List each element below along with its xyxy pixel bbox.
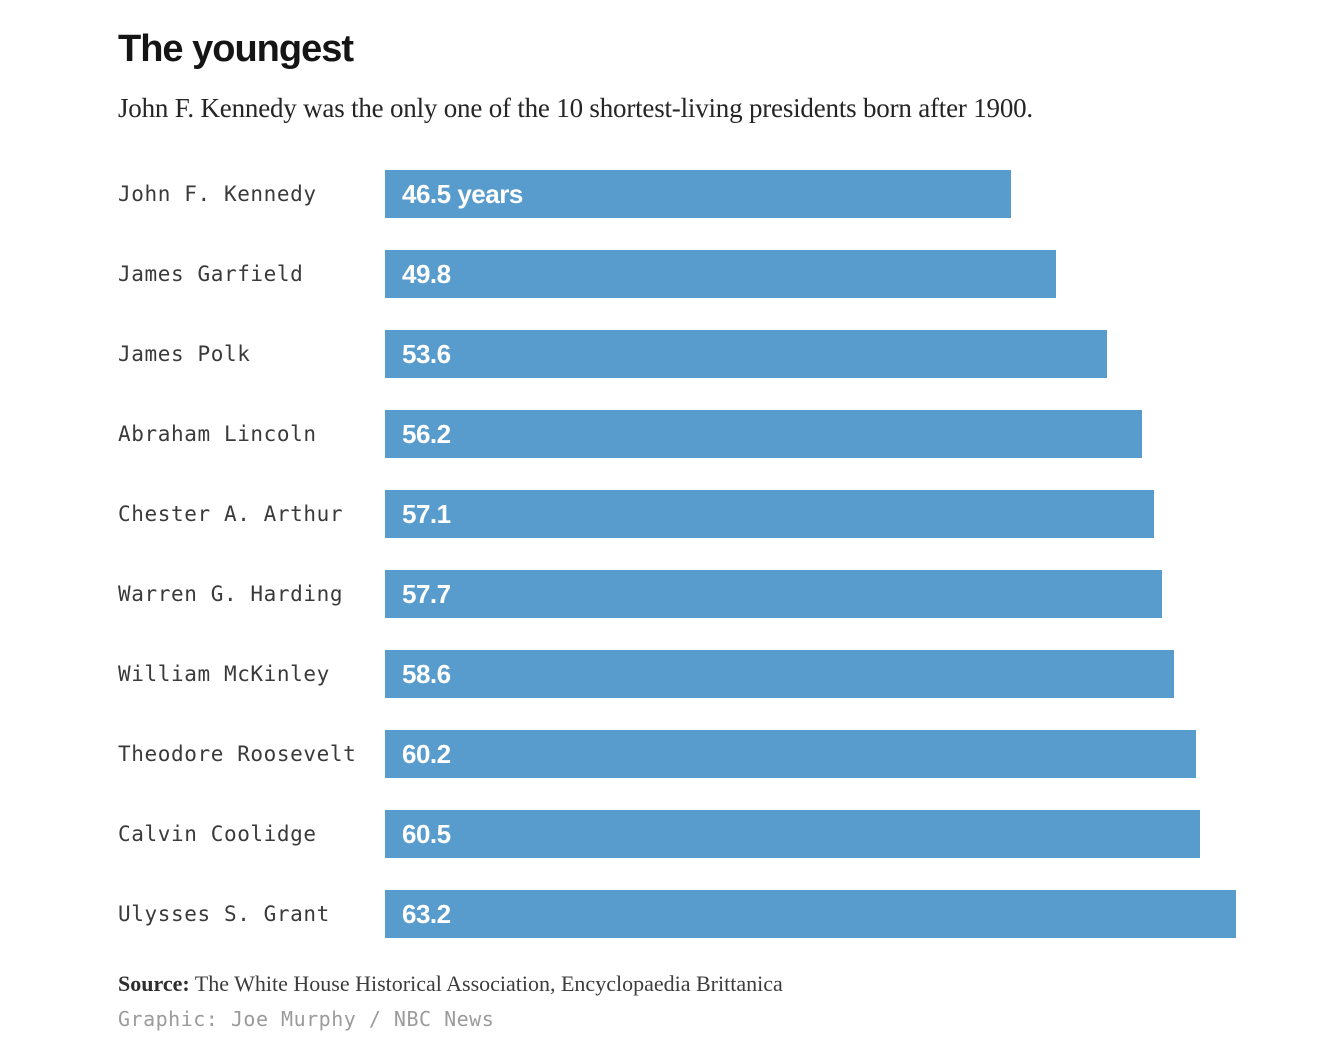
bar-value-label: 58.6: [402, 658, 451, 689]
bar: 60.2: [385, 730, 1196, 778]
bar-track: 49.8: [385, 250, 1236, 298]
bar-track: 57.1: [385, 490, 1236, 538]
bar-value-label: 63.2: [402, 898, 451, 929]
chart-row: James Garfield 49.8: [118, 250, 1236, 298]
chart-row: Theodore Roosevelt 60.2: [118, 730, 1236, 778]
chart-subtitle: John F. Kennedy was the only one of the …: [118, 93, 1033, 123]
chart-row: Ulysses S. Grant 63.2: [118, 890, 1236, 938]
bar: 46.5 years: [385, 170, 1012, 218]
bar-value-label: 56.2: [402, 418, 451, 449]
category-label: Theodore Roosevelt: [118, 742, 357, 766]
category-label: Ulysses S. Grant: [118, 902, 330, 926]
bar-track: 56.2: [385, 410, 1236, 458]
bar-track: 63.2: [385, 890, 1236, 938]
bar: 57.7: [385, 570, 1162, 618]
category-label: James Polk: [118, 342, 251, 366]
bar-value-label: 46.5 years: [402, 178, 523, 209]
bar: 53.6: [385, 330, 1107, 378]
bar-value-label: 57.1: [402, 498, 451, 529]
source-label: Source:: [118, 971, 190, 996]
bar: 57.1: [385, 490, 1154, 538]
bar-track: 60.5: [385, 810, 1236, 858]
category-label: Warren G. Harding: [118, 582, 344, 606]
category-label: Calvin Coolidge: [118, 822, 317, 846]
bar-value-label: 57.7: [402, 578, 451, 609]
category-label: Chester A. Arthur: [118, 502, 344, 526]
category-label: Abraham Lincoln: [118, 422, 317, 446]
bar-track: 53.6: [385, 330, 1236, 378]
category-label: William McKinley: [118, 662, 330, 686]
chart-row: John F. Kennedy 46.5 years: [118, 170, 1236, 218]
credit-line: Graphic: Joe Murphy / NBC News: [118, 1007, 495, 1031]
chart-row: William McKinley 58.6: [118, 650, 1236, 698]
category-label: James Garfield: [118, 262, 304, 286]
bar-value-label: 53.6: [402, 338, 451, 369]
bar-track: 60.2: [385, 730, 1236, 778]
category-label: John F. Kennedy: [118, 182, 317, 206]
bar-value-label: 60.2: [402, 738, 451, 769]
bar-value-label: 60.5: [402, 818, 451, 849]
source-line: Source: The White House Historical Assoc…: [118, 971, 1236, 997]
bar-chart: John F. Kennedy 46.5 years James Garfiel…: [118, 170, 1236, 938]
bar: 49.8: [385, 250, 1056, 298]
chart-row: James Polk 53.6: [118, 330, 1236, 378]
bar: 58.6: [385, 650, 1175, 698]
chart-row: Abraham Lincoln 56.2: [118, 410, 1236, 458]
bar-track: 58.6: [385, 650, 1236, 698]
bar-track: 57.7: [385, 570, 1236, 618]
chart-footer: Source: The White House Historical Assoc…: [118, 971, 1236, 1031]
bar: 56.2: [385, 410, 1142, 458]
bar: 60.5: [385, 810, 1200, 858]
chart-row: Chester A. Arthur 57.1: [118, 490, 1236, 538]
bar-track: 46.5 years: [385, 170, 1236, 218]
bar-value-label: 49.8: [402, 258, 451, 289]
bar: 63.2: [385, 890, 1236, 938]
chart-row: Warren G. Harding 57.7: [118, 570, 1236, 618]
chart-title: The youngest: [118, 28, 354, 70]
source-text: The White House Historical Association, …: [189, 971, 783, 996]
chart-row: Calvin Coolidge 60.5: [118, 810, 1236, 858]
